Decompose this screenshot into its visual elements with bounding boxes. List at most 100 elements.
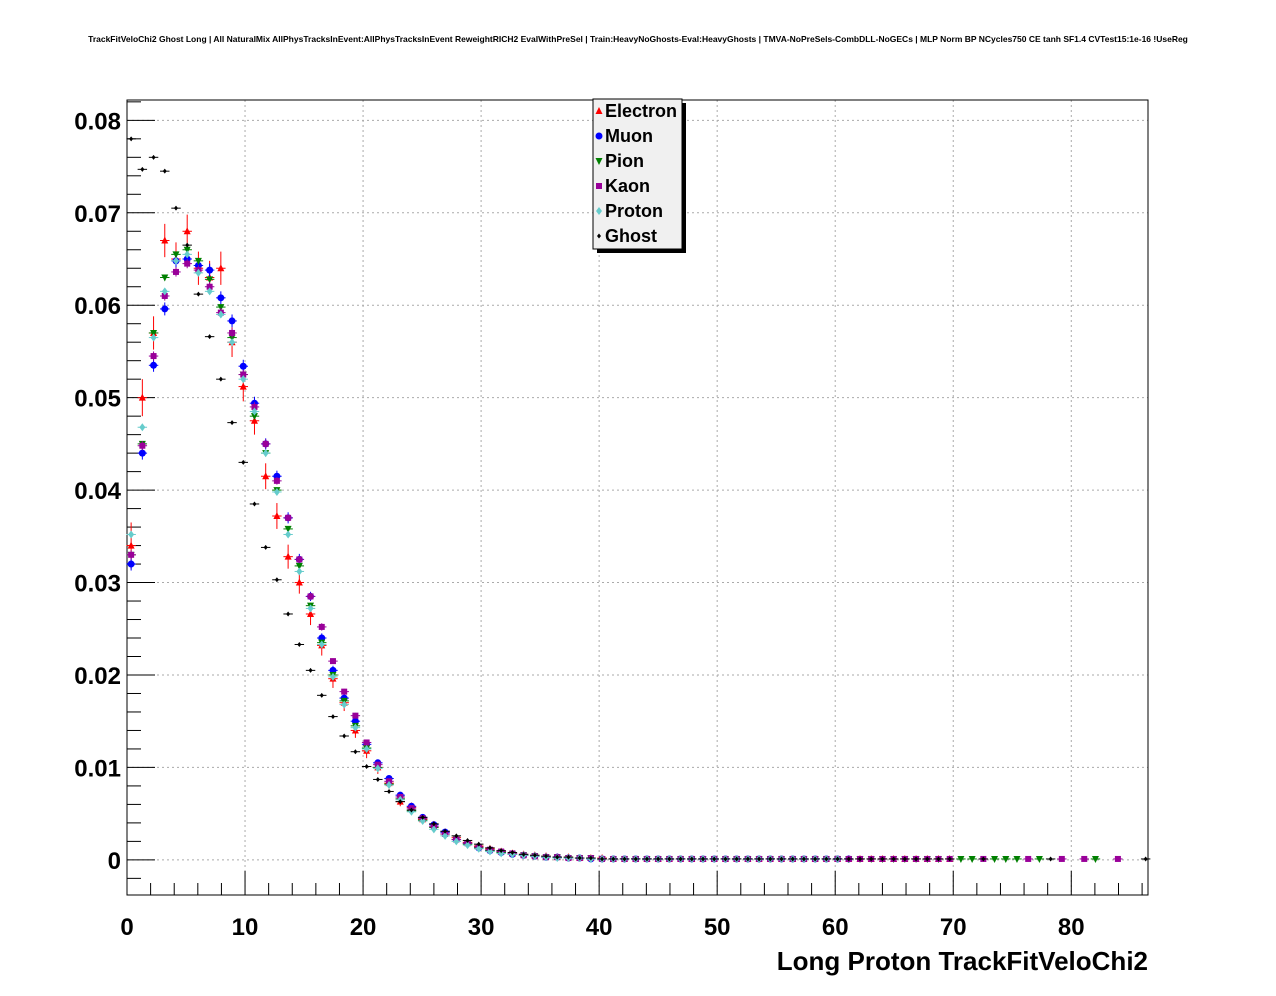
data-point: [678, 856, 683, 862]
x-tick-label: 30: [468, 914, 495, 941]
data-point: [521, 851, 526, 857]
data-point: [387, 788, 392, 794]
data-point: [487, 845, 492, 851]
data-point: [498, 849, 505, 858]
y-tick-label: 0.07: [74, 201, 121, 228]
data-point: [1091, 855, 1099, 863]
y-tick-label: 0.06: [74, 293, 121, 320]
data-point: [286, 611, 291, 617]
data-point: [1025, 855, 1032, 862]
data-point: [150, 333, 157, 342]
data-point: [263, 544, 268, 550]
data-point: [172, 256, 179, 265]
data-point: [779, 856, 784, 862]
data-point: [633, 856, 638, 862]
chart-title: TrackFitVeloChi2 Ghost Long | All Natura…: [88, 34, 1188, 44]
data-point: [251, 407, 258, 416]
data-point: [262, 472, 270, 480]
y-tick-label: 0.03: [74, 571, 121, 598]
data-point: [1114, 855, 1121, 862]
data-point: [465, 837, 470, 843]
data-point: [297, 641, 302, 647]
data-point: [252, 501, 257, 507]
data-point: [296, 567, 303, 576]
data-point: [611, 856, 616, 862]
data-point: [499, 848, 504, 854]
legend-label: Ghost: [605, 226, 657, 246]
series-electron: [126, 214, 955, 862]
data-point: [723, 856, 728, 862]
data-point: [138, 449, 146, 457]
legend-label: Pion: [605, 151, 644, 171]
data-point: [151, 154, 156, 160]
legend-entry: Proton: [596, 201, 663, 221]
data-point: [914, 856, 919, 862]
data-point: [329, 672, 336, 681]
data-point: [217, 304, 225, 312]
data-point: [701, 856, 706, 862]
data-point: [150, 329, 158, 337]
data-point: [991, 855, 999, 863]
data-point: [622, 856, 627, 862]
data-point: [689, 856, 694, 862]
x-tick-label: 50: [704, 914, 731, 941]
data-point: [352, 712, 359, 719]
data-point: [206, 287, 213, 296]
data-point: [318, 623, 325, 630]
data-point: [420, 814, 425, 820]
data-point: [1143, 856, 1148, 862]
data-point: [295, 578, 303, 586]
legend-label: Electron: [605, 101, 677, 121]
data-point: [342, 733, 347, 739]
data-point: [981, 856, 986, 862]
data-point: [532, 852, 537, 858]
data-point: [442, 831, 449, 840]
data-point: [835, 856, 840, 862]
data-point: [330, 714, 335, 720]
data-point: [486, 847, 493, 856]
data-point: [375, 776, 380, 782]
data-point: [273, 487, 280, 496]
data-point: [228, 334, 236, 342]
data-point: [476, 841, 481, 847]
data-point: [1058, 855, 1065, 862]
data-point: [128, 551, 135, 558]
data-point: [183, 227, 191, 235]
data-point: [161, 292, 168, 299]
data-point: [150, 361, 158, 369]
data-point: [1048, 856, 1053, 862]
y-tick-label: 0.08: [74, 108, 121, 135]
data-point: [902, 856, 907, 862]
data-point: [600, 856, 605, 862]
legend-label: Kaon: [605, 176, 650, 196]
data-point: [241, 459, 246, 465]
data-point: [274, 577, 279, 583]
data-point: [240, 375, 247, 384]
data-point: [308, 667, 313, 673]
data-point: [341, 688, 348, 695]
data-point: [195, 268, 202, 277]
y-tick-label: 0: [108, 848, 121, 875]
series-kaon: [126, 259, 1123, 862]
data-point: [251, 403, 258, 410]
data-point: [353, 749, 358, 755]
data-point: [431, 821, 436, 827]
legend-entry: Kaon: [596, 176, 650, 196]
data-point: [307, 593, 314, 600]
legend-marker: [595, 107, 603, 114]
data-point: [453, 837, 460, 846]
data-point: [1002, 855, 1010, 863]
data-point: [419, 817, 426, 826]
data-point: [957, 855, 965, 863]
data-point: [128, 530, 135, 539]
data-point: [217, 294, 225, 302]
data-point: [161, 305, 169, 313]
data-point: [734, 856, 739, 862]
data-point: [880, 856, 885, 862]
data-point: [172, 251, 180, 259]
data-point: [250, 416, 258, 424]
legend-label: Proton: [605, 201, 663, 221]
data-point: [172, 268, 179, 275]
data-point: [161, 236, 169, 244]
